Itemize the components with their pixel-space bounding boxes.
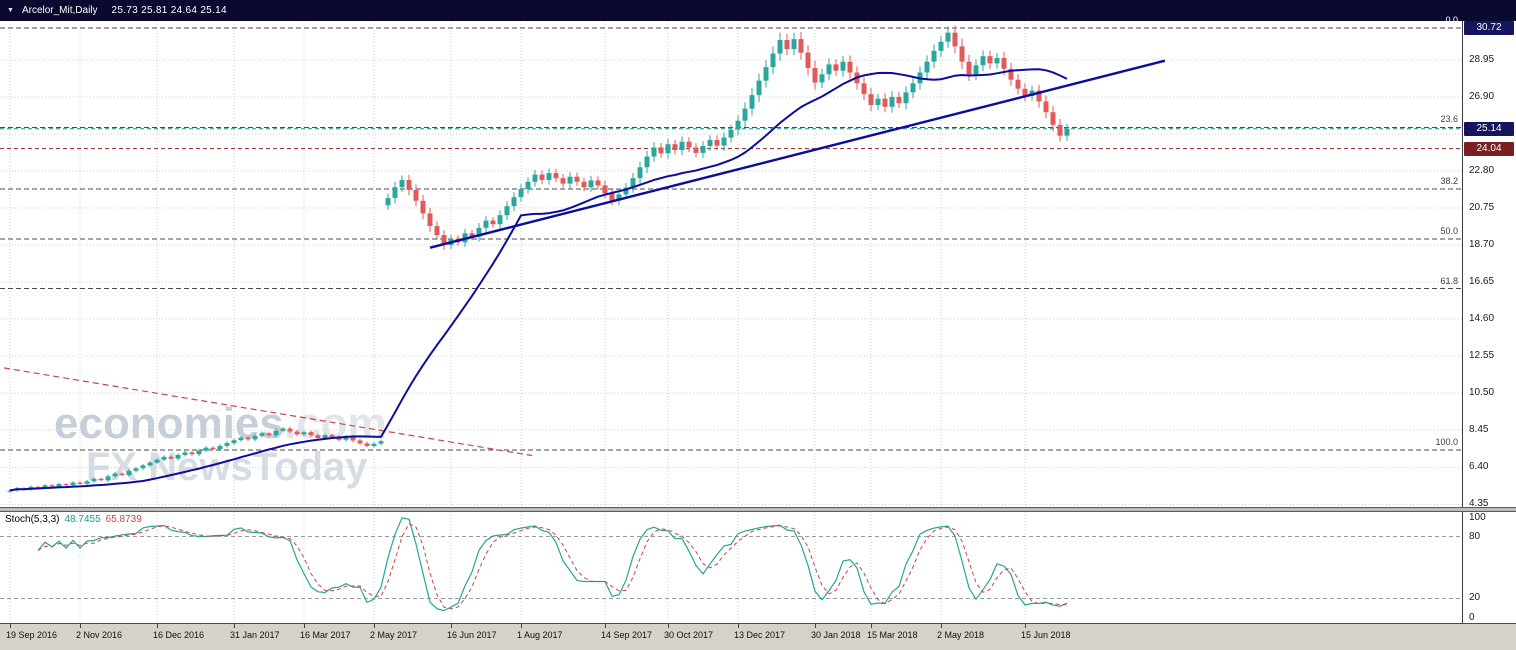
date-tick [157, 624, 158, 628]
indicator-d-value: 65.8739 [105, 514, 142, 525]
date-label: 13 Dec 2017 [734, 630, 786, 640]
date-tick [374, 624, 375, 628]
date-tick [605, 624, 606, 628]
stoch-tick-label: 20 [1469, 592, 1481, 604]
date-tick [304, 624, 305, 628]
price-badge: 30.72 [1464, 21, 1514, 35]
stoch-tick-label: 0 [1469, 612, 1475, 623]
date-label: 31 Jan 2017 [230, 630, 280, 640]
date-tick [1025, 624, 1026, 628]
date-label: 1 Aug 2017 [517, 630, 563, 640]
stochastic-axis[interactable]: 100 80 20 0 [1462, 512, 1516, 623]
stoch-tick-label: 100 [1469, 512, 1486, 523]
date-label: 16 Mar 2017 [300, 630, 351, 640]
price-tick-label: 4.35 [1469, 498, 1489, 510]
date-label: 14 Sep 2017 [601, 630, 653, 640]
date-label: 19 Sep 2016 [6, 630, 58, 640]
price-tick-label: 6.40 [1469, 461, 1489, 473]
candlestick-chart-svg [0, 21, 1462, 507]
date-tick [10, 624, 11, 628]
stochastic-svg [0, 512, 1462, 623]
price-tick-label: 28.95 [1469, 53, 1495, 65]
trendline-descending[interactable] [3, 367, 533, 457]
chart-symbol-title: Arcelor_Mit,Daily [21, 5, 98, 16]
date-tick [815, 624, 816, 628]
date-label: 15 Mar 2018 [867, 630, 918, 640]
date-tick [941, 624, 942, 628]
pane-splitter[interactable] [0, 507, 1516, 512]
date-axis[interactable]: 19 Sep 2016 2 Nov 2016 16 Dec 2016 31 Jan 2… [0, 623, 1516, 650]
price-tick-label: 8.45 [1469, 424, 1489, 436]
date-label: 30 Jan 2018 [811, 630, 861, 640]
price-tick-label: 26.90 [1469, 90, 1495, 102]
stoch-k-line [37, 517, 1068, 612]
indicator-k-value: 48.7455 [64, 514, 101, 525]
stoch-d-line [37, 523, 1068, 610]
date-tick [451, 624, 452, 628]
date-label: 16 Dec 2016 [153, 630, 205, 640]
grid-lines [0, 21, 1462, 507]
stoch-level-lines [0, 536, 1462, 599]
chart-ohlc-values: 25.73 25.81 24.64 25.14 [111, 5, 227, 16]
date-tick [234, 624, 235, 628]
price-tick-label: 12.55 [1469, 350, 1495, 362]
price-tick-label: 18.70 [1469, 239, 1495, 250]
date-label: 16 Jun 2017 [447, 630, 497, 640]
price-chart-area[interactable]: economies.com FX NewsToday [0, 21, 1462, 507]
chart-title-bar: ▼ Arcelor_Mit,Daily 25.73 25.81 24.64 25… [0, 0, 1516, 21]
price-tick-label: 10.50 [1469, 387, 1495, 399]
indicator-label: Stoch(5,3,3) 48.7455 65.8739 [5, 514, 142, 525]
date-label: 30 Oct 2017 [664, 630, 714, 640]
date-label: 2 May 2018 [937, 630, 985, 640]
date-label: 2 Nov 2016 [76, 630, 123, 640]
price-badge: 25.14 [1464, 121, 1514, 136]
date-tick [521, 624, 522, 628]
date-label: 15 Jun 2018 [1021, 630, 1071, 640]
price-tick-label: 16.65 [1469, 276, 1495, 288]
price-tick-label: 20.75 [1469, 202, 1495, 213]
indicator-name: Stoch(5,3,3) [5, 514, 60, 525]
price-badge: 24.04 [1464, 141, 1514, 156]
price-axis[interactable]: 28.95 26.90 22.80 20.75 18.70 16.65 14.60 12.55… [1462, 21, 1516, 510]
date-tick [668, 624, 669, 628]
date-tick [871, 624, 872, 628]
stochastic-chart-area[interactable]: Stoch(5,3,3) 48.7455 65.8739 [0, 512, 1462, 623]
date-label: 2 May 2017 [370, 630, 418, 640]
fibonacci-lines[interactable] [0, 27, 1462, 451]
price-tick-label: 22.80 [1469, 165, 1495, 176]
date-tick [738, 624, 739, 628]
moving-average-line [9, 68, 1068, 492]
symbol-dropdown-icon[interactable]: ▼ [7, 7, 14, 14]
candles-series [7, 25, 1070, 493]
date-tick [80, 624, 81, 628]
trendline-ascending[interactable] [429, 59, 1166, 249]
price-tick-label: 14.60 [1469, 313, 1495, 325]
stoch-tick-label: 80 [1469, 530, 1481, 542]
